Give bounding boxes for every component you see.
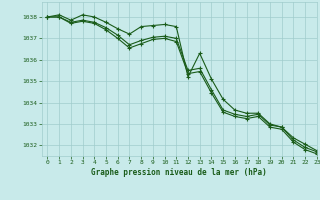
X-axis label: Graphe pression niveau de la mer (hPa): Graphe pression niveau de la mer (hPa) — [91, 168, 267, 177]
